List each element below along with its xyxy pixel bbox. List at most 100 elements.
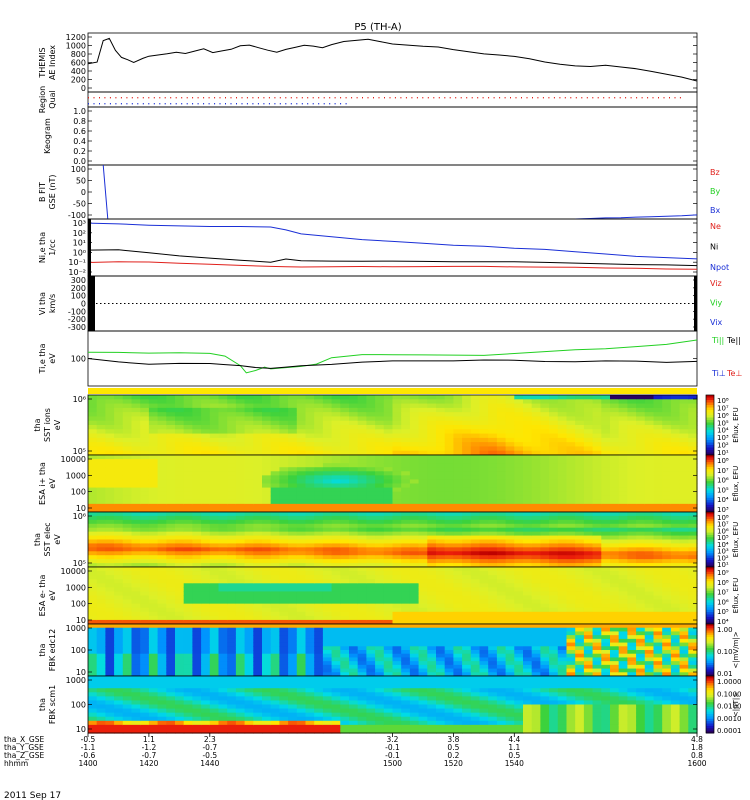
heatmap-cell [679,491,689,497]
heatmap-cell [357,403,367,409]
heatmap-cell [114,471,124,476]
heatmap-cell [531,599,541,605]
heatmap-cell [427,407,437,413]
heatmap-cell [418,603,428,609]
heatmap-cell [453,583,463,588]
heatmap-cell [235,503,246,509]
heatmap-cell [270,547,280,552]
heatmap-cell [401,531,411,537]
heatmap-cell [383,412,394,418]
heatmap-cell [96,551,106,556]
colorbar-cell [706,553,714,557]
heatmap-cell [688,420,698,426]
heatmap-cell [470,535,481,541]
heatmap-cell [96,595,106,601]
heatmap-cell [166,583,176,588]
heatmap-cell [218,495,228,501]
heatmap-cell [122,512,133,517]
heatmap-cell [96,416,106,422]
heatmap-cell [618,446,628,452]
heatmap-cell [96,442,106,448]
heatmap-cell [366,547,376,552]
heatmap-cell [279,531,289,537]
heatmap-cell [496,527,507,533]
heatmap-cell [601,512,611,517]
heatmap-cell [462,420,472,426]
heatmap-cell [105,467,115,472]
heatmap-cell [462,559,472,564]
heatmap-cell [201,407,211,413]
heatmap-cell [96,499,106,505]
heatmap-cell [157,519,167,525]
heatmap-cell [409,433,420,439]
heatmap-cell [209,475,220,481]
heatmap-cell [331,425,341,430]
heatmap-cell [653,395,663,400]
heatmap-cell [148,483,159,489]
heatmap-cell [557,563,568,568]
heatmap-cell [253,555,263,560]
heatmap-cell [401,471,411,476]
heatmap-cell [566,607,576,613]
heatmap-cell [523,527,533,533]
heatmap-cell [409,539,420,545]
heatmap-cell [227,512,237,517]
heatmap-cell [427,503,437,509]
heatmap-cell [218,627,228,633]
heatmap-cell [105,642,115,647]
heatmap-cell [670,437,681,443]
heatmap-cell [322,471,333,476]
heatmap-cell [270,425,280,430]
heatmap-cell [470,595,481,601]
heatmap-cell [549,531,559,537]
heatmap-cell [453,407,463,413]
heatmap-cell [357,653,367,659]
heatmap-cell [322,599,333,605]
heatmap-cell [523,515,533,521]
colorbar-cell [706,462,714,466]
heatmap-cell [688,459,698,464]
heatmap-cell [601,587,611,593]
heatmap-cell [383,591,394,597]
heatmap-cell [418,403,428,409]
heatmap-cell [88,664,98,670]
heatmap-cell [531,407,541,413]
heatmap-cell [209,507,220,513]
heatmap-cell [227,491,237,497]
heatmap-cell [488,450,498,456]
heatmap-cell [505,563,515,568]
heatmap-cell [549,442,559,448]
heatmap-cell [253,416,263,422]
heatmap-cell [418,527,428,533]
heatmap-cell [140,591,150,597]
heatmap-cell [496,503,507,509]
heatmap-cell [514,433,524,439]
heatmap-cell [209,661,220,666]
heatmap-cell [679,416,689,422]
heatmap-cell [540,395,550,400]
heatmap-cell [270,599,280,605]
heatmap-cell [166,607,176,613]
heatmap-cell [105,399,115,405]
heatmap-cell [566,491,576,497]
heatmap-cell [453,499,463,505]
y-axis-label: Ni,e tha [38,232,47,263]
heatmap-cell [305,631,315,636]
heatmap-cell [636,425,646,430]
heatmap-cell [531,559,541,564]
region-dot [274,103,276,105]
heatmap-cell [375,491,385,497]
heatmap-cell [670,455,681,460]
heatmap-cell [183,491,193,497]
heatmap-cell [549,429,559,435]
heatmap-cell [183,575,193,580]
heatmap-cell [96,523,106,529]
heatmap-cell [409,635,420,640]
heatmap-cell [331,531,341,537]
heatmap-cell [88,571,98,576]
heatmap-cell [610,515,620,521]
heatmap-cell [209,425,220,430]
heatmap-cell [627,507,637,513]
colorbar-cell [706,544,714,547]
heatmap-cell [662,403,672,409]
